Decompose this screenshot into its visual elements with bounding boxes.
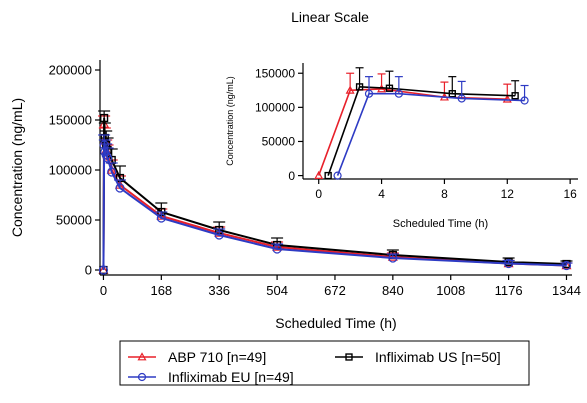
- legend-marker-triangle: [137, 352, 147, 361]
- inset-y-tick-label: 100000: [255, 101, 295, 115]
- inset-data-point: [394, 89, 403, 98]
- main-data-point: [504, 258, 514, 269]
- main-data-point: [102, 153, 113, 163]
- inset-data-point: [314, 170, 324, 179]
- legend-box: [119, 340, 530, 386]
- main-y-tick-label: 200000: [49, 63, 92, 78]
- legend-item: ABP 710 [n=49]: [128, 349, 266, 365]
- inset-data-point: [324, 171, 332, 180]
- inset-data-point: [502, 94, 512, 103]
- inset-series-2: [333, 76, 529, 180]
- main-x-tick-label: 672: [324, 283, 346, 298]
- main-data-point: [214, 230, 224, 240]
- main-y-tick-label: 100000: [49, 163, 92, 178]
- inset-series-0: [314, 72, 512, 179]
- main-x-tick-label: 1344: [552, 283, 581, 298]
- inset-x-tick-label: 16: [563, 187, 577, 201]
- inset-x-axis-label: Scheduled Time (h): [393, 218, 488, 230]
- main-x-tick-label: 1176: [495, 283, 523, 298]
- legend-item: Infliximab US [n=50]: [335, 349, 501, 365]
- inset-data-point: [333, 171, 342, 180]
- inset-data-point: [511, 92, 519, 100]
- inset-series-line: [317, 88, 508, 176]
- main-x-tick-label: 336: [208, 283, 230, 298]
- inset-data-point: [457, 94, 466, 103]
- main-x-tick-label: 840: [382, 283, 404, 298]
- main-series-line: [102, 117, 567, 271]
- inset-data-point: [355, 83, 364, 91]
- main-series-line: [102, 123, 567, 271]
- legend-label: ABP 710 [n=49]: [168, 349, 266, 365]
- legend-label: Infliximab EU [n=49]: [168, 369, 294, 385]
- main-data-point: [98, 265, 109, 275]
- inset-series-line: [327, 86, 516, 176]
- main-x-tick-label: 1008: [436, 283, 465, 298]
- legend-marker-square: [345, 353, 353, 361]
- main-data-point: [272, 244, 282, 254]
- inset-x-tick-label: 12: [501, 187, 515, 201]
- legend-item: Infliximab EU [n=49]: [128, 369, 294, 385]
- main-data-point: [387, 251, 398, 261]
- inset-x-tick-label: 4: [378, 187, 385, 201]
- main-y-tick-label: 50000: [56, 213, 92, 228]
- inset-x-tick-label: 0: [315, 187, 322, 201]
- inset-data-point: [520, 96, 529, 105]
- figure-title: Linear Scale: [291, 9, 369, 25]
- inset-y-tick-label: 150000: [255, 66, 295, 80]
- inset-data-point: [385, 84, 394, 92]
- main-x-tick-label: 168: [150, 283, 172, 298]
- main-x-tick-label: 504: [266, 283, 288, 298]
- main-data-point: [100, 113, 109, 123]
- main-y-tick-label: 0: [85, 263, 92, 278]
- main-y-tick-label: 150000: [49, 113, 92, 128]
- main-series-2: [98, 134, 573, 275]
- main-x-axis-label: Scheduled Time (h): [275, 315, 396, 331]
- legend: ABP 710 [n=49] Infliximab US [n=50] Inflix…: [119, 340, 530, 386]
- inset-data-point: [364, 89, 374, 98]
- legend-label: Infliximab US [n=50]: [375, 349, 501, 365]
- inset-y-tick-label: 50000: [262, 135, 296, 149]
- inset-y-axis-label: Concentration (ng/mL): [225, 76, 235, 166]
- inset-series-line: [336, 92, 525, 176]
- main-data-point: [214, 227, 225, 237]
- inset-series-1: [324, 67, 520, 180]
- legend-marker-circle: [137, 372, 147, 382]
- main-data-point: [272, 241, 283, 251]
- main-data-point: [561, 260, 572, 271]
- main-data-point: [99, 140, 109, 150]
- main-data-point: [388, 253, 398, 263]
- inset-y-tick-label: 0: [288, 169, 295, 183]
- main-data-point: [156, 213, 166, 223]
- inset-data-point: [345, 85, 355, 94]
- main-y-axis-label: Concentration (ng/mL): [9, 98, 25, 237]
- inset-panel: 0 50000 100000 150000 0 4 8 12 16 Scheduled Time …: [225, 63, 578, 230]
- main-data-point: [115, 183, 125, 193]
- main-x-tick-label: 0: [100, 283, 107, 298]
- main-data-point: [107, 167, 117, 177]
- inset-data-point: [448, 90, 456, 98]
- inset-x-tick-label: 8: [441, 187, 448, 201]
